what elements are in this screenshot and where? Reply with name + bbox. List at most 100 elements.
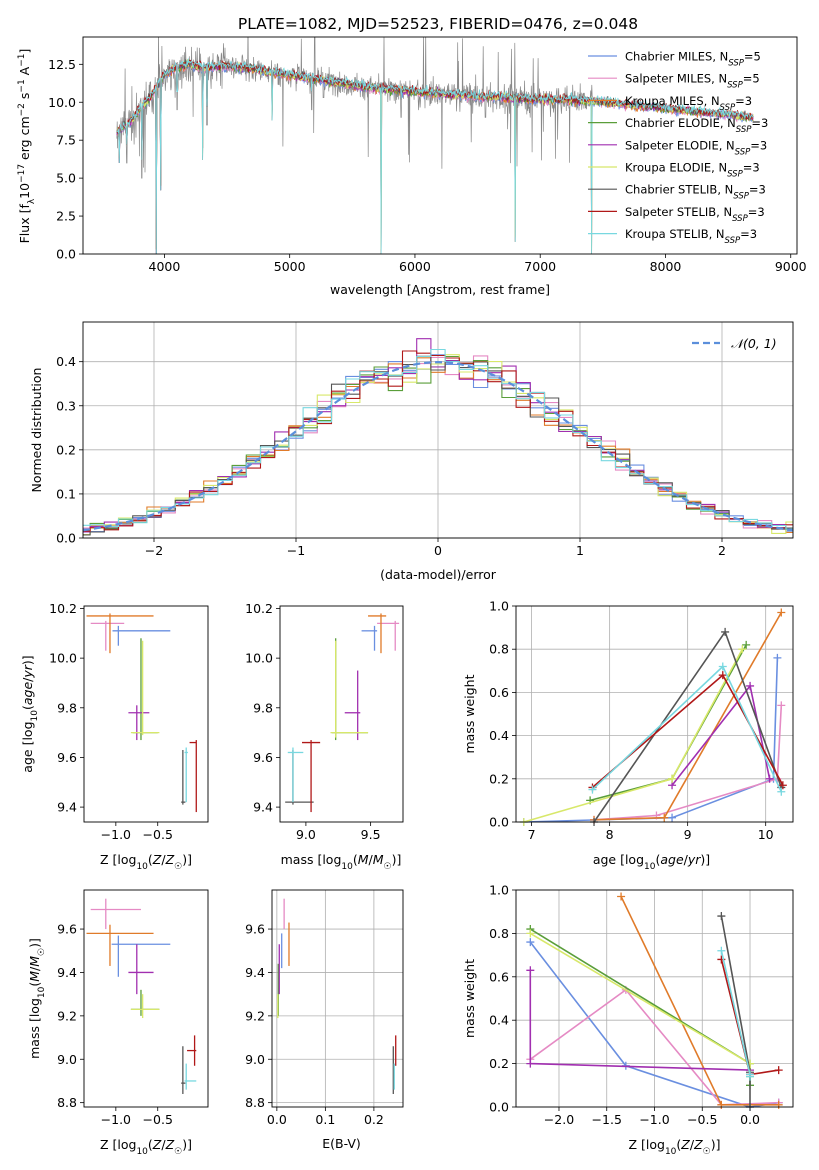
- weight-line-kroupa-stelib: [720, 950, 751, 1077]
- x-axis-label: Z [log10(Z/Z☉)]: [100, 852, 192, 872]
- age-vs-mass-panel: 9.0 9.5 9.4 9.6 9.8 10.0 10.2 mass [log10(M/M☉)…: [245, 601, 404, 872]
- weight-marker: [718, 671, 727, 680]
- normal-curve: [82, 360, 794, 532]
- y-tick-label: 9.8: [253, 700, 273, 715]
- x-tick-label: −1.0: [101, 827, 131, 842]
- y-tick-label: 1.0: [489, 599, 509, 614]
- y-tick-label: 9.2: [245, 1008, 265, 1023]
- y-tick-label: 9.4: [57, 965, 77, 980]
- weight-marker: [526, 966, 535, 975]
- x-tick-label: −1.5: [592, 1112, 622, 1127]
- axes-frame: [83, 605, 209, 823]
- age-vs-Z-panel: −1.0 −0.5 9.4 9.6 9.8 10.0 10.2 Z [log10(Z/Z☉)]…: [20, 601, 209, 872]
- legend-entry: Salpeter ELODIE, NSSP=3: [625, 138, 767, 157]
- legend-entry: Kroupa MILES, NSSP=3: [625, 94, 752, 113]
- model-line-kroupa-elodie: [116, 59, 754, 250]
- spectrum-panel: 4000 5000 6000 7000 8000 9000 0.0 2.5 5.0 7.5 10.0…: [17, 36, 807, 297]
- y-tick-label: 10.0: [245, 651, 273, 666]
- y-tick-label: 1.0: [489, 883, 509, 898]
- mass-vs-Z-panel: −1.0 −0.5 8.8 9.0 9.2 9.4 9.6 Z [log10(Z/Z☉)] ma…: [27, 889, 209, 1157]
- x-tick-label: 4000: [149, 259, 181, 274]
- weight-marker: [774, 1066, 783, 1075]
- residuals-y-label: Normed distribution: [29, 368, 44, 493]
- weight-marker: [777, 787, 786, 796]
- weight-marker: [746, 681, 755, 690]
- y-axis-label: mass weight: [462, 959, 477, 1038]
- weight-marker: [526, 929, 535, 938]
- y-tick-label: 7.5: [56, 133, 76, 148]
- x-tick-label: 9.0: [296, 827, 316, 842]
- y-tick-label: 9.4: [245, 965, 265, 980]
- legend-entry: Salpeter STELIB, NSSP=3: [625, 205, 765, 224]
- weight-vs-Z-panel: −2.0 −1.5 −1.0 −0.5 0.0 0.0 0.2 0.4 0.6 0.8 1.0 Z […: [462, 883, 794, 1157]
- x-tick-label: 1: [576, 543, 584, 558]
- x-tick-label: −1.0: [639, 1112, 669, 1127]
- x-tick-label: −0.5: [143, 1112, 173, 1127]
- y-tick-label: 0.4: [56, 354, 76, 369]
- model-line-chabrier-stelib: [116, 59, 754, 254]
- axes-frame: [279, 605, 404, 823]
- weight-marker: [717, 1100, 726, 1109]
- y-tick-label: 9.4: [253, 800, 273, 815]
- x-tick-label: 7000: [524, 259, 556, 274]
- weight-marker: [774, 1100, 783, 1109]
- x-tick-label: 9: [684, 827, 692, 842]
- x-tick-label: 10: [758, 827, 774, 842]
- axes-frame: [515, 889, 794, 1108]
- weight-marker: [718, 662, 727, 671]
- y-tick-label: 10.0: [49, 651, 77, 666]
- weight-line-kroupa-elodie: [529, 932, 751, 1077]
- legend-entry: Salpeter MILES, NSSP=5: [625, 72, 760, 91]
- y-axis-label: mass weight: [462, 674, 477, 753]
- residuals-panel: −2 −1 0 1 2 0.0 0.1 0.2 0.3 0.4 𝒩(0, 1) (data-model…: [29, 321, 794, 582]
- x-tick-label: −1.0: [101, 1112, 131, 1127]
- weight-marker: [746, 1072, 755, 1081]
- y-tick-label: 5.0: [56, 171, 76, 186]
- x-tick-label: 0.0: [267, 1112, 287, 1127]
- model-line-kroupa-stelib: [116, 58, 754, 254]
- model-line-salpeter-stelib: [116, 59, 754, 250]
- y-tick-label: 0.6: [489, 685, 509, 700]
- x-tick-label: 7: [528, 827, 536, 842]
- spectrum-data-line: [116, 37, 593, 209]
- y-tick-label: 9.4: [57, 800, 77, 815]
- y-tick-label: 2.5: [56, 209, 76, 224]
- weight-marker: [617, 892, 626, 901]
- mass-vs-ebv-panel: 0.0 0.1 0.2 8.8 9.0 9.2 9.4 9.6 E(B-V): [245, 889, 404, 1151]
- y-tick-label: 0.0: [489, 815, 509, 830]
- x-tick-label: 8000: [650, 259, 682, 274]
- y-tick-label: 12.5: [48, 57, 76, 72]
- axes-frame: [83, 889, 209, 1108]
- y-tick-label: 10.0: [48, 95, 76, 110]
- y-tick-label: 9.8: [57, 700, 77, 715]
- axes-frame: [271, 889, 404, 1108]
- weight-marker: [777, 701, 786, 710]
- weight-marker: [778, 781, 787, 790]
- x-tick-label: 8: [606, 827, 614, 842]
- y-tick-label: 9.6: [57, 750, 77, 765]
- weight-vs-age-panel: 7 8 9 10 0.0 0.2 0.4 0.6 0.8 1.0 age [log10(age/yr…: [462, 599, 794, 872]
- y-axis-label: age [log10(age/yr)]: [20, 655, 40, 772]
- weight-marker: [742, 640, 751, 649]
- spectrum-y-label: Flux [fλ10−17 erg cm−2 s−1 A−1]: [17, 49, 37, 244]
- y-tick-label: 9.0: [245, 1052, 265, 1067]
- residuals-x-label: (data-model)/error: [380, 567, 497, 582]
- y-tick-label: 0.8: [489, 926, 509, 941]
- y-tick-label: 0.6: [489, 969, 509, 984]
- axes-frame: [82, 36, 798, 255]
- y-tick-label: 9.6: [57, 922, 77, 937]
- y-tick-label: 8.8: [245, 1095, 265, 1110]
- weight-marker: [526, 938, 535, 947]
- y-tick-label: 0.8: [489, 642, 509, 657]
- y-tick-label: 8.8: [57, 1095, 77, 1110]
- legend-entry: Chabrier MILES, NSSP=5: [625, 50, 761, 69]
- x-tick-label: −1: [287, 543, 305, 558]
- y-tick-label: 9.6: [253, 750, 273, 765]
- y-tick-label: 0.0: [56, 531, 76, 546]
- y-tick-label: 0.1: [56, 486, 76, 501]
- x-tick-label: 0: [434, 543, 442, 558]
- weight-marker: [717, 912, 726, 921]
- weight-marker: [588, 785, 597, 794]
- weight-marker: [668, 774, 677, 783]
